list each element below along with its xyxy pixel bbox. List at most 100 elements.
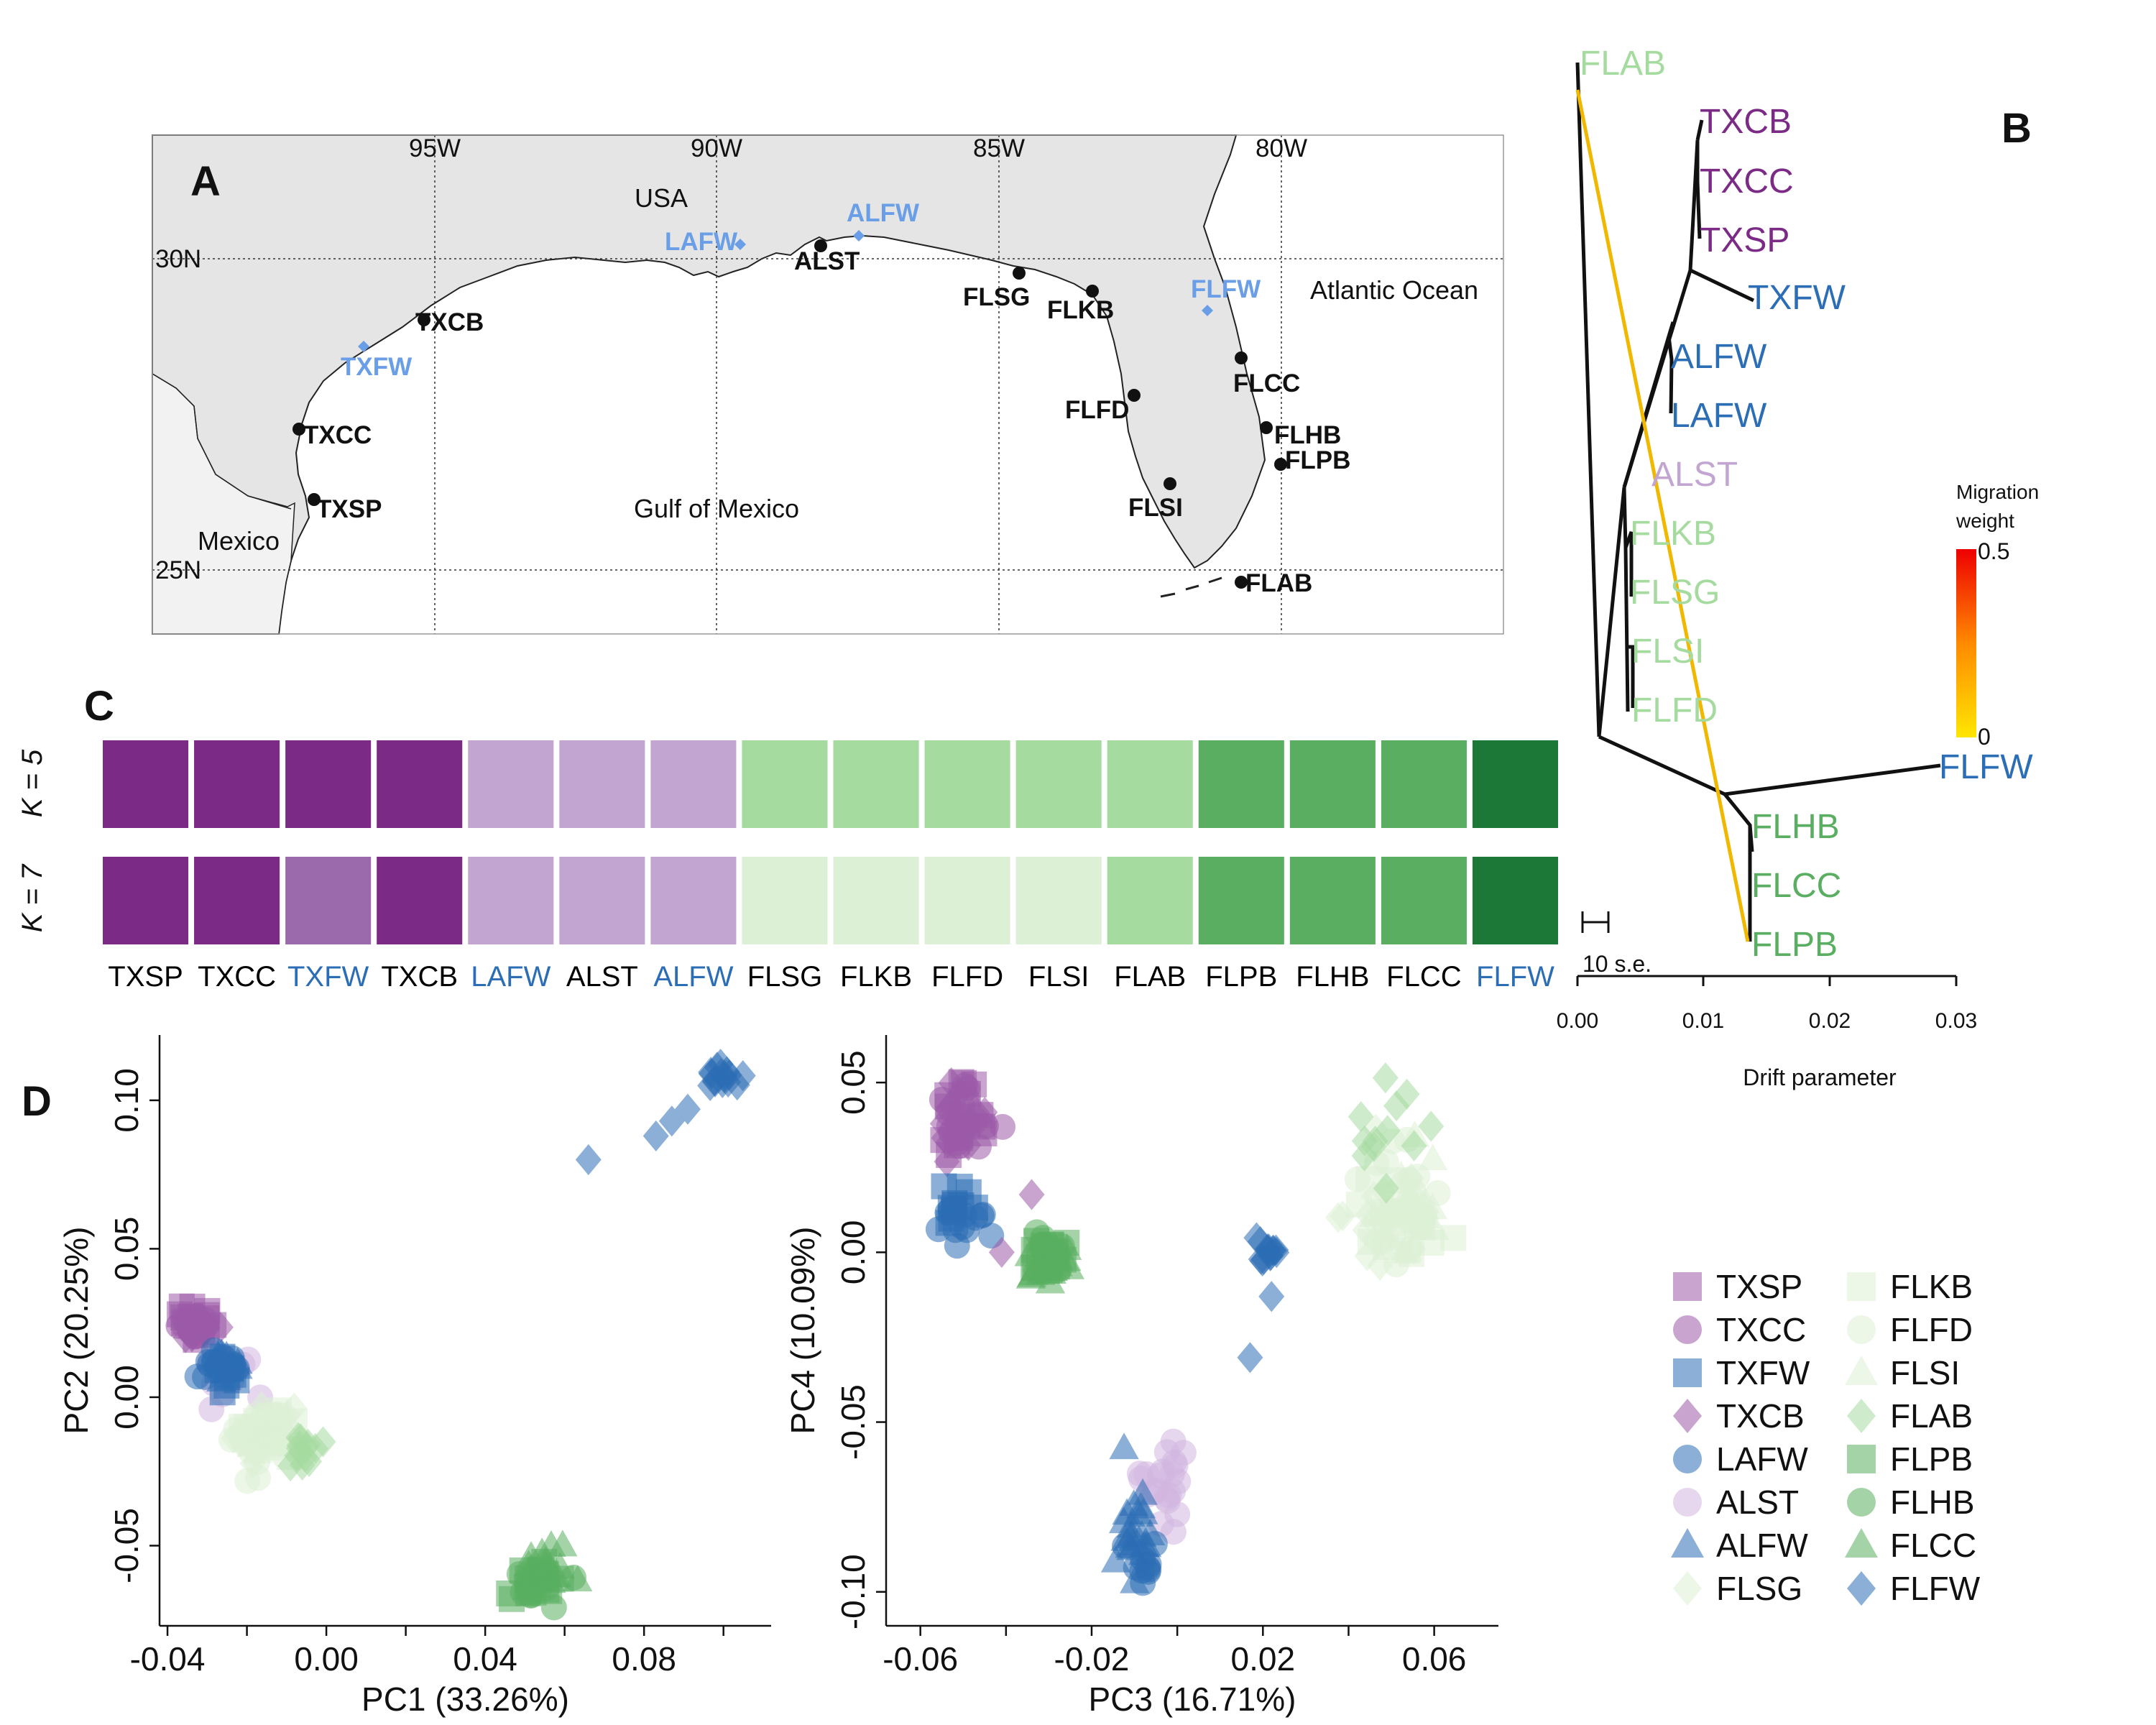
- legend-label: LAFW: [1716, 1440, 1808, 1478]
- structure-pop-label: FLKB: [840, 961, 912, 993]
- structure-pop-label: FLPB: [1205, 961, 1277, 993]
- pca-point: [1014, 1239, 1044, 1266]
- structure-bar-k7: [1289, 857, 1376, 944]
- drift-tick: 0.03: [1935, 1009, 1977, 1033]
- legend-label: FLCC: [1890, 1527, 1976, 1564]
- pca-point: [1373, 1149, 1399, 1175]
- legend-label: FLAB: [1890, 1397, 1973, 1435]
- site-labels-black: TXCB TXCC TXSP ALST FLSG FLKB FLFD FLSI …: [303, 247, 1350, 597]
- pca-point: [1260, 1234, 1286, 1266]
- pca-point: [1359, 1200, 1389, 1227]
- map-usa-mexico-border: [152, 373, 292, 510]
- structure-pop-label: TXCC: [198, 961, 276, 993]
- pca-point: [1417, 1144, 1448, 1171]
- pca-point: [938, 1067, 964, 1099]
- lat-label: 30N: [155, 245, 201, 273]
- structure-bar-k5: [650, 740, 737, 828]
- tip-label: ALFW: [1671, 338, 1767, 376]
- pca-point: [1135, 1556, 1162, 1583]
- map-axis-labels: 95W 90W 85W 80W 30N 25N: [155, 134, 1307, 584]
- x-tick-label: -0.02: [1054, 1640, 1130, 1678]
- x-tick-label: 0.00: [294, 1640, 359, 1678]
- tip-label: TXFW: [1748, 279, 1846, 317]
- structure-bar-k7: [559, 857, 645, 944]
- x-tick-label: 0.04: [453, 1640, 517, 1678]
- structure-bar-k7: [833, 857, 919, 944]
- structure-bar-k7: [194, 857, 280, 944]
- legend-label: FLSI: [1890, 1354, 1960, 1392]
- structure-pop-label: FLAB: [1114, 961, 1186, 993]
- site-label: FLHB: [1274, 421, 1341, 449]
- pca-point: [310, 1426, 336, 1458]
- legend-label: FLFD: [1890, 1311, 1973, 1348]
- region-gulf: Gulf of Mexico: [634, 494, 799, 523]
- pca-point: [1258, 1281, 1285, 1312]
- lon-label: 90W: [691, 134, 742, 162]
- tip-label: TXCC: [1700, 162, 1794, 201]
- structure-bar-k5: [285, 740, 372, 828]
- pca-point: [642, 1120, 669, 1152]
- tip-label: FLSI: [1631, 632, 1704, 671]
- pca-point: [934, 1146, 960, 1177]
- legend-marker: [1845, 1356, 1878, 1385]
- pca-point: [1125, 1491, 1156, 1519]
- structure-bar-k5: [559, 740, 645, 828]
- structure-bar-k7: [1107, 857, 1193, 944]
- pca-point: [575, 1144, 602, 1176]
- pca-point: [1399, 1192, 1429, 1219]
- region-atlantic: Atlantic Ocean: [1310, 275, 1478, 305]
- x-tick-label: 0.02: [1231, 1640, 1296, 1678]
- panel-label-c: C: [84, 683, 114, 730]
- pca-point: [1344, 1166, 1370, 1192]
- y-tick-label: 0.05: [108, 1217, 145, 1282]
- map-frame: [152, 134, 1504, 635]
- pca-point: [949, 1214, 976, 1241]
- tip-label: FLCC: [1751, 867, 1841, 905]
- legend-label: ALST: [1716, 1484, 1799, 1521]
- pca-point: [1112, 1532, 1138, 1559]
- panel-a-map: 95W 90W 85W 80W 30N 25N USA Mexico Gulf …: [152, 134, 1504, 635]
- structure-bar-k5: [924, 740, 1010, 828]
- pca-point: [988, 1236, 1015, 1268]
- legend-marker: [1847, 1272, 1876, 1301]
- pca-point: [548, 1530, 578, 1557]
- pca-legend: TXSP TXCC TXFW TXCB LAFW ALST ALFW FLSG FLKB FLFD…: [1671, 1268, 1981, 1607]
- structure-bar-k7: [1381, 857, 1467, 944]
- pca-point: [1128, 1478, 1158, 1505]
- panel-label-d: D: [22, 1078, 52, 1125]
- pca-point: [946, 1077, 973, 1108]
- pca-point: [1348, 1101, 1374, 1133]
- structure-pop-label: FLCC: [1386, 961, 1461, 993]
- structure-pop-labels: TXSP TXCC TXFW TXCB LAFW ALST ALFW FLSG FLKB FLFD…: [108, 961, 1554, 993]
- drift-axis-label: Drift parameter: [1743, 1064, 1897, 1090]
- pca-point: [1237, 1342, 1263, 1374]
- migration-edge: [1575, 89, 1750, 942]
- legend-label: FLFW: [1890, 1570, 1981, 1607]
- lon-label: 85W: [973, 134, 1025, 162]
- pca-point: [968, 1202, 995, 1229]
- site-labels-blue: TXFW LAFW ALFW FLFW: [341, 199, 1261, 381]
- pca-point: [295, 1428, 321, 1460]
- site-label: TXCC: [303, 421, 372, 449]
- site-label: TXFW: [341, 353, 412, 381]
- legend-marker: [1847, 1315, 1876, 1344]
- drift-axis-ticks: 0.00 0.01 0.02 0.03: [1557, 1009, 1977, 1033]
- panel-label-a: A: [190, 158, 221, 205]
- structure-bar-k7: [1472, 857, 1558, 944]
- structure-pop-label: FLHB: [1296, 961, 1369, 993]
- migration-tick-min: 0: [1978, 724, 1991, 750]
- structure-bar-k5: [1198, 740, 1284, 828]
- drift-axis: [1576, 975, 1958, 986]
- pca-point: [1386, 1160, 1416, 1187]
- pca-point: [1160, 1519, 1187, 1545]
- site-markers-black: [292, 239, 1287, 589]
- x-tick-label: 0.06: [1402, 1640, 1467, 1678]
- structure-bars: [103, 740, 1558, 944]
- y-tick-label: 0.05: [834, 1050, 872, 1115]
- legend-label: FLHB: [1890, 1484, 1975, 1521]
- pca-point: [206, 1365, 236, 1392]
- lon-label: 95W: [409, 134, 461, 162]
- y-tick-label: 0.00: [108, 1365, 145, 1430]
- pca-point: [234, 1402, 264, 1430]
